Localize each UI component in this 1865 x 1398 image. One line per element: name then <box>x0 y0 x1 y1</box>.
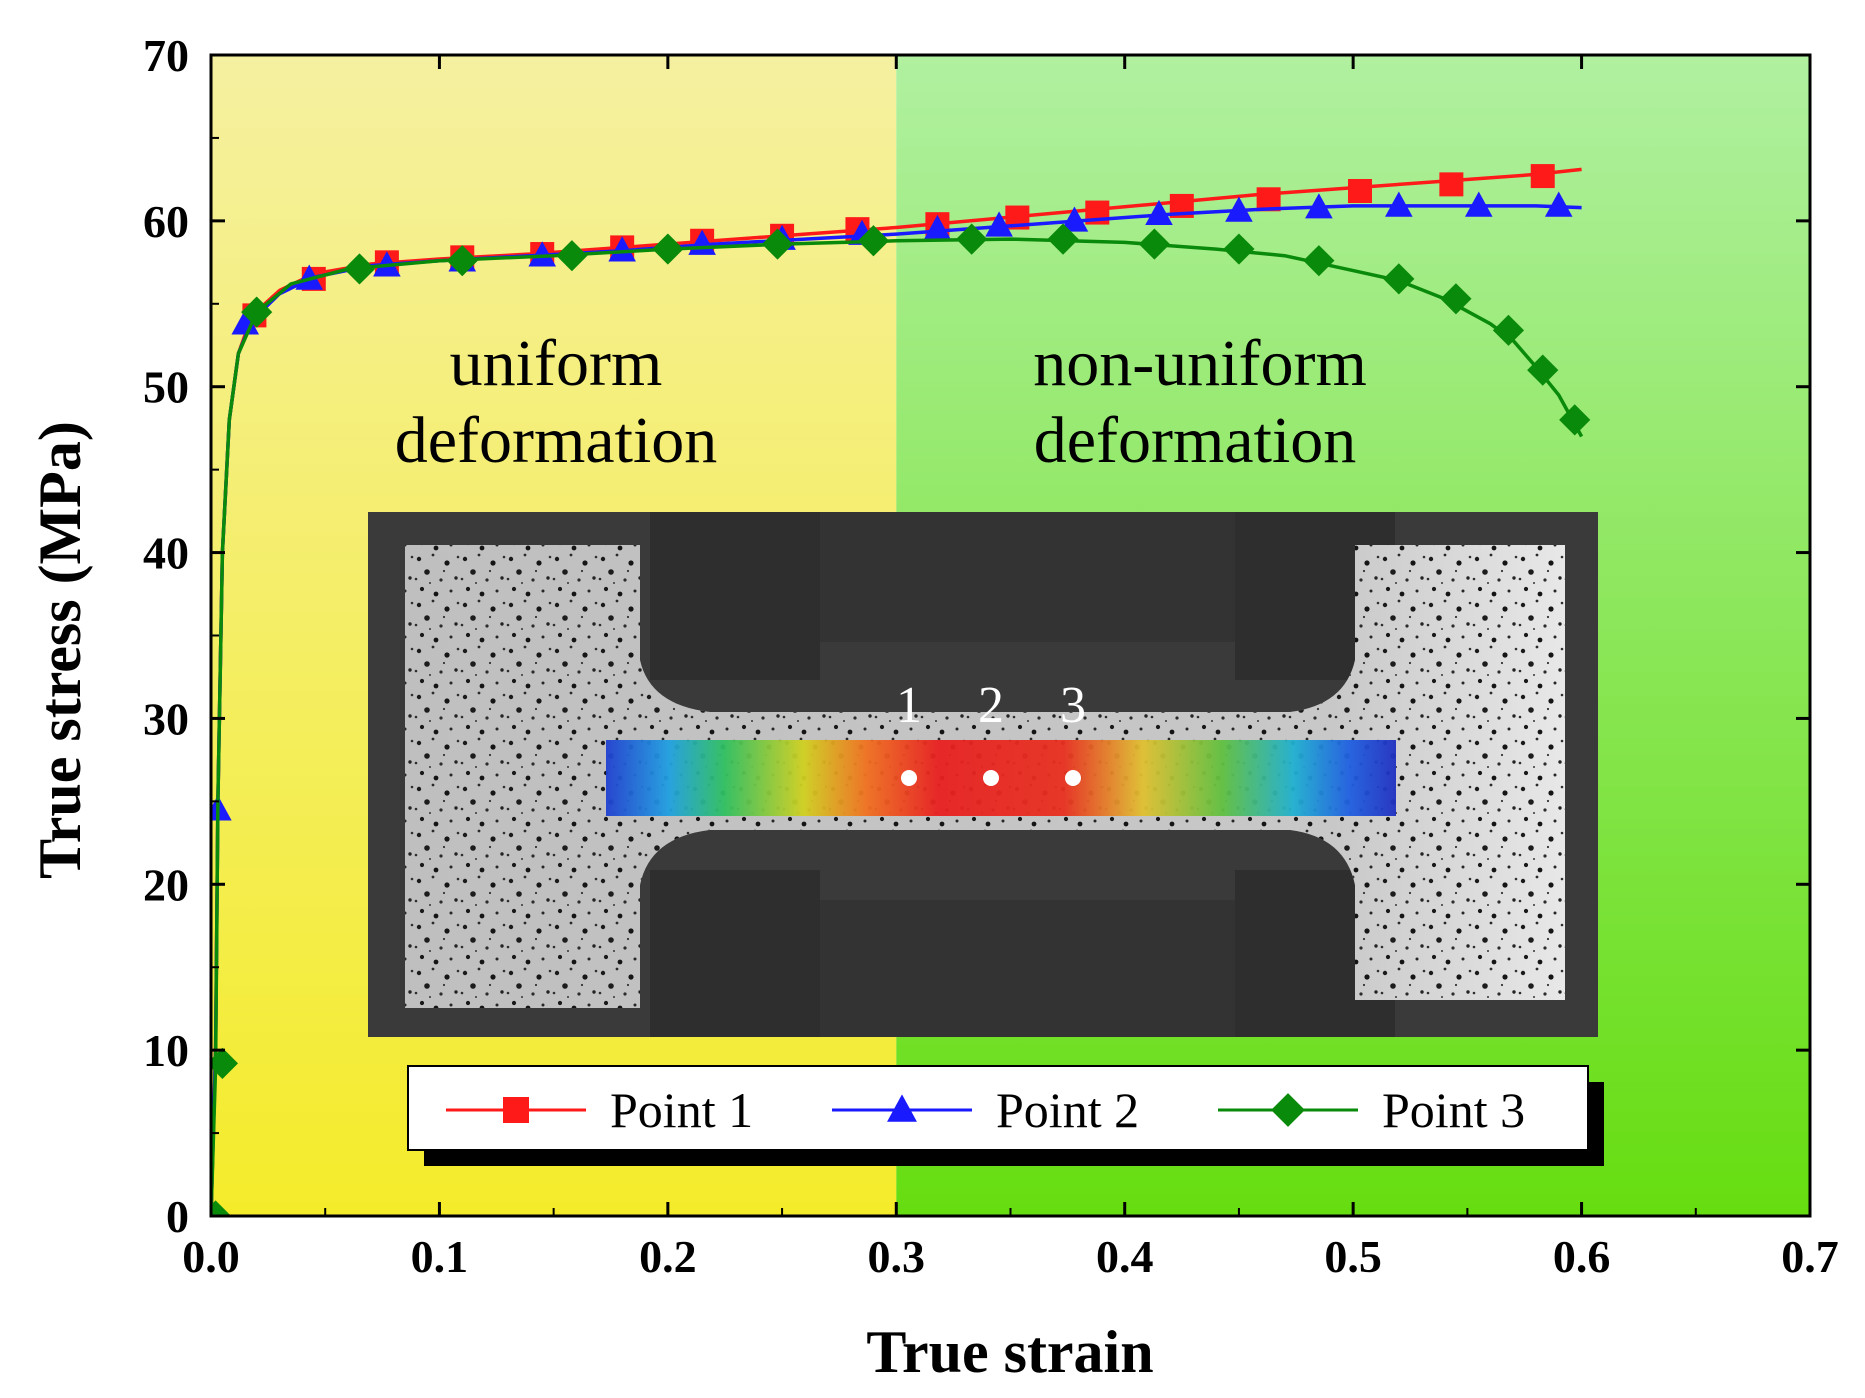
x-axis-title: True strain <box>866 1319 1153 1385</box>
y-axis-title: True stress (MPa) <box>27 421 93 879</box>
point-3-marker <box>446 245 478 277</box>
point-3-marker <box>211 1047 239 1080</box>
x-tick-label: 0.1 <box>411 1231 469 1282</box>
x-tick-label: 0.0 <box>182 1231 240 1282</box>
point-3-marker <box>1383 263 1415 295</box>
legend: Point 1 Point 2 Point 3 <box>407 1065 1604 1166</box>
point-2-marker <box>295 264 324 290</box>
y-tick-label: 30 <box>143 693 189 744</box>
point-3-marker <box>652 233 684 265</box>
x-tick-label: 0.4 <box>1096 1231 1154 1282</box>
legend-point-3-label: Point 3 <box>1382 1082 1525 1138</box>
point-2-marker <box>1464 191 1493 217</box>
x-tick-label: 0.2 <box>639 1231 697 1282</box>
point-label-2: 2 <box>978 677 1004 734</box>
point-3-marker <box>1440 283 1472 315</box>
y-tick-label: 20 <box>143 859 189 910</box>
y-tick-label: 40 <box>143 528 189 579</box>
x-tick-label: 0.3 <box>868 1231 926 1282</box>
point-2-marker <box>985 211 1013 237</box>
region-label-uniform-line2: deformation <box>395 404 718 477</box>
region-label-nonuniform-line2: deformation <box>1034 404 1357 477</box>
measurement-point-3 <box>1065 770 1081 786</box>
point-2-marker <box>1225 196 1253 222</box>
point-3-marker <box>241 296 273 328</box>
legend-box <box>407 1065 1589 1151</box>
point-2-marker <box>1544 191 1573 217</box>
point-3-marker <box>1527 354 1559 386</box>
y-tick-label: 10 <box>143 1025 189 1076</box>
point-3-line <box>211 237 1584 1216</box>
point-3-marker <box>1047 223 1079 255</box>
dic-specimen-image: 1 2 3 <box>368 512 1598 1037</box>
point-3-marker <box>761 228 794 260</box>
y-tick-label: 50 <box>143 362 189 413</box>
point-3-marker <box>343 253 376 285</box>
x-tick-label: 0.5 <box>1324 1231 1382 1282</box>
measurement-point-2 <box>983 770 999 786</box>
point-2-marker <box>1060 206 1089 232</box>
point-3-marker <box>1559 404 1591 436</box>
point-3-marker <box>1138 228 1171 260</box>
point-1-marker <box>1530 164 1555 189</box>
legend-point-2-marker <box>887 1094 917 1122</box>
point-3-marker <box>211 1200 232 1216</box>
point-3-marker <box>1303 245 1335 277</box>
legend-point-3-marker <box>1271 1093 1305 1127</box>
measurement-point-1 <box>901 770 917 786</box>
point-3-marker <box>857 225 890 257</box>
y-tick-label: 70 <box>143 30 189 81</box>
x-tick-label: 0.6 <box>1553 1231 1611 1282</box>
point-2-marker <box>528 241 557 267</box>
legend-point-2-label: Point 2 <box>996 1082 1139 1138</box>
point-3-marker <box>956 223 988 255</box>
point-2-marker <box>1145 199 1173 226</box>
y-tick-label: 0 <box>166 1191 189 1242</box>
point-2-marker <box>1385 191 1413 217</box>
point-3-marker <box>1223 233 1255 265</box>
x-tick-label: 0.7 <box>1781 1231 1839 1282</box>
point-label-1: 1 <box>896 677 922 734</box>
point-2-marker <box>1305 193 1333 219</box>
region-label-uniform-line1: uniform <box>450 327 663 400</box>
y-tick-label: 60 <box>143 196 189 247</box>
legend-point-1-marker <box>503 1097 529 1123</box>
point-label-3: 3 <box>1060 677 1086 734</box>
legend-point-1-label: Point 1 <box>610 1082 753 1138</box>
point-3-marker <box>1492 314 1525 346</box>
point-1-marker <box>1439 172 1464 197</box>
point-1-marker <box>1347 179 1372 204</box>
point-2-marker <box>231 309 260 335</box>
point-3-marker <box>556 240 588 272</box>
point-2-marker <box>608 236 636 262</box>
region-label-nonuniform-line1: non-uniform <box>1033 327 1367 400</box>
point-2-marker <box>923 214 952 240</box>
